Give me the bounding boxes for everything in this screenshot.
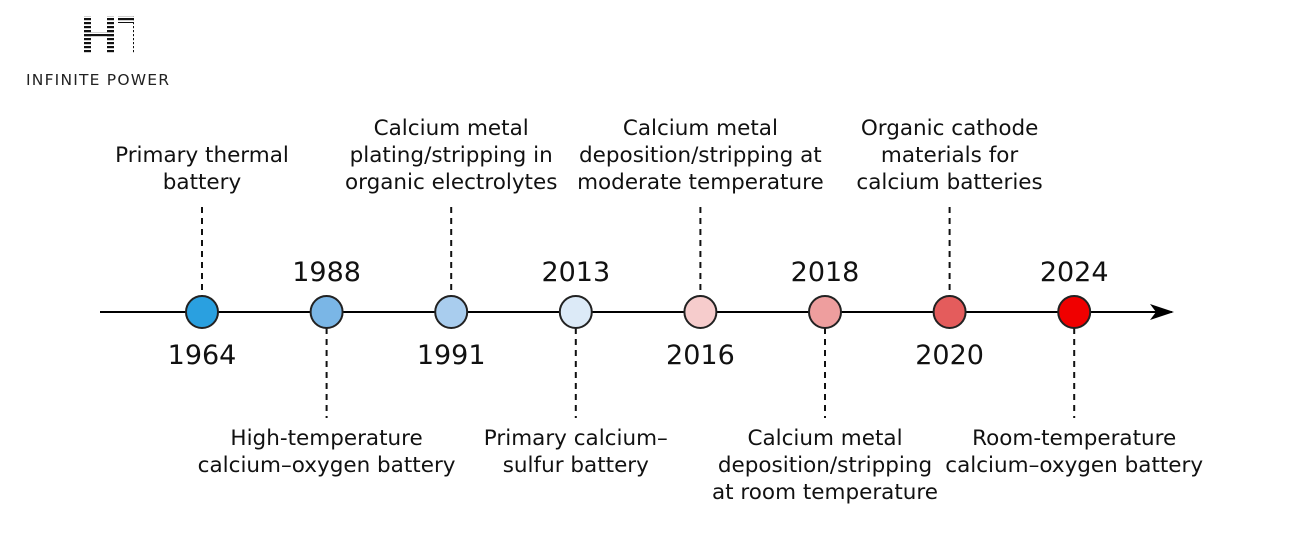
event-label-2018: Calcium metal deposition/stripping at ro… [711, 426, 939, 505]
year-label-1988: 1988 [292, 257, 361, 288]
event-marker-2018 [808, 295, 842, 329]
event-marker-2013 [558, 295, 593, 329]
event-label-2024: Room-temperature calcium–oxygen battery [945, 426, 1204, 478]
year-label-1991: 1991 [416, 340, 486, 371]
event-label-1991: Calcium metal plating/stripping in organ… [344, 116, 558, 195]
event-label-2013: Primary calcium– sulfur battery [483, 426, 668, 478]
event-marker-1988 [309, 295, 344, 329]
year-label-2018: 2018 [790, 257, 860, 288]
year-label-2020: 2020 [915, 340, 984, 371]
year-label-2013: 2013 [541, 257, 611, 288]
company-logo: INFINITE POWER [24, 14, 224, 94]
event-marker-2024 [1057, 295, 1092, 329]
event-label-2020: Organic cathode materials for calcium ba… [856, 116, 1043, 195]
year-label-2016: 2016 [666, 340, 735, 371]
year-label-2024: 2024 [1039, 257, 1109, 288]
event-marker-2020 [932, 295, 967, 329]
event-marker-1964 [185, 295, 219, 329]
event-marker-2016 [683, 295, 718, 329]
event-label-1988: High-temperature calcium–oxygen battery [197, 426, 456, 478]
ht-logo-mark [84, 16, 134, 54]
logo-tagline: INFINITE POWER [26, 71, 171, 89]
event-marker-1991 [434, 295, 469, 329]
year-label-1964: 1964 [167, 340, 237, 371]
event-label-2016: Calcium metal deposition/stripping at mo… [577, 116, 824, 195]
event-label-1964: Primary thermal battery [115, 143, 289, 195]
